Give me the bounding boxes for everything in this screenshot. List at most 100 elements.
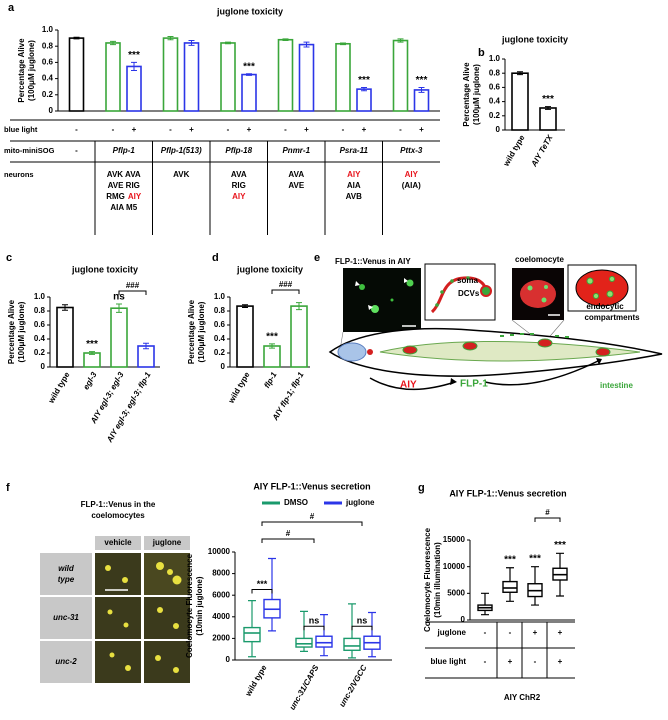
row-label: neurons bbox=[4, 170, 34, 179]
bar bbox=[83, 352, 101, 368]
significance: ns bbox=[113, 292, 125, 303]
table-cell: Pnmr-1 bbox=[282, 146, 310, 155]
y-tick-label: 0 bbox=[41, 362, 46, 371]
chart-title: juglone toxicity bbox=[216, 6, 283, 16]
row-label: juglone bbox=[437, 628, 467, 637]
y-axis-label: (10min illumination) bbox=[433, 542, 442, 618]
significance: *** bbox=[542, 94, 554, 105]
panel-label: c bbox=[6, 252, 12, 264]
panel-f-images: FLP-1::Venus in the coelomocytes vehicle… bbox=[40, 500, 190, 683]
intestine bbox=[379, 340, 641, 362]
y-tick-label: 4000 bbox=[212, 612, 230, 621]
error-bar bbox=[110, 40, 116, 46]
bar bbox=[56, 306, 74, 368]
table-cell: - bbox=[484, 628, 487, 637]
table-cell: + bbox=[304, 125, 309, 134]
table-cell: - bbox=[509, 628, 512, 637]
y-tick-label: 0.8 bbox=[34, 306, 46, 315]
error-bar bbox=[62, 304, 68, 311]
bar bbox=[105, 42, 121, 112]
error-bar bbox=[246, 73, 252, 76]
image-title: FLP-1::Venus in the bbox=[81, 500, 156, 509]
aiy-label: AIY bbox=[400, 380, 417, 391]
bar bbox=[356, 88, 372, 112]
table-cell: AVA bbox=[288, 170, 304, 179]
x-tick-label: flp-1 bbox=[262, 370, 279, 390]
image-title: FLP-1::Venus in AIY bbox=[335, 257, 411, 266]
table-cell: - bbox=[169, 125, 172, 134]
table-cell: AVK bbox=[173, 170, 190, 179]
y-tick-label: 10000 bbox=[208, 547, 231, 556]
table-cell: Pflp-1 bbox=[113, 146, 136, 155]
y-axis-label: Percentage Alive bbox=[7, 299, 16, 364]
x-tick-label: egl-3 bbox=[81, 370, 98, 391]
column-header: juglone bbox=[152, 538, 182, 547]
compartment-label: compartments bbox=[584, 313, 640, 322]
table-cell: Pflp-18 bbox=[225, 146, 252, 155]
y-tick-label: 0 bbox=[496, 125, 501, 134]
box-whisker bbox=[268, 557, 276, 632]
compartment-label: endocytic bbox=[586, 302, 624, 311]
y-tick-label: 10000 bbox=[443, 562, 466, 571]
y-tick-label: 2000 bbox=[212, 634, 230, 643]
table-cell: + bbox=[533, 628, 538, 637]
comparison-label: # bbox=[545, 508, 550, 517]
y-axis-label: (100μM juglone) bbox=[27, 40, 36, 101]
pair-test: ns bbox=[357, 616, 368, 626]
pair-bracket bbox=[251, 589, 273, 594]
table-cell: AIA bbox=[347, 181, 361, 190]
comparison-bracket bbox=[271, 289, 300, 294]
table-cell: + bbox=[558, 657, 563, 666]
panel-label: g bbox=[418, 482, 425, 494]
neuron-name: AVA bbox=[288, 170, 304, 179]
y-tick-label: 0.2 bbox=[42, 90, 54, 99]
table-cell: - bbox=[227, 125, 230, 134]
error-bar bbox=[361, 87, 367, 92]
error-bar bbox=[89, 351, 95, 355]
table-cell: - bbox=[112, 125, 115, 134]
error-bar bbox=[517, 71, 523, 76]
y-tick-label: 0 bbox=[461, 615, 466, 624]
x-tick-label: AIY TeTX bbox=[529, 133, 555, 169]
y-tick-label: 0.2 bbox=[34, 348, 46, 357]
row-header: unc-31 bbox=[53, 613, 79, 622]
box-whisker bbox=[320, 614, 328, 657]
comparison-bracket bbox=[534, 517, 561, 522]
y-axis-label: (100μM juglone) bbox=[17, 301, 26, 362]
significance: *** bbox=[554, 540, 566, 551]
x-tick-label: wild type bbox=[226, 370, 252, 405]
neuron-name: AIY bbox=[128, 192, 142, 201]
y-tick-label: 0.4 bbox=[34, 334, 46, 343]
error-bar bbox=[418, 87, 425, 93]
micrograph bbox=[343, 268, 421, 332]
bar bbox=[539, 107, 557, 131]
significance: *** bbox=[86, 339, 98, 350]
bar bbox=[290, 305, 308, 368]
chart-title: AIY FLP-1::Venus secretion bbox=[253, 481, 370, 491]
legend-label: DMSO bbox=[284, 498, 308, 507]
table-footer: AIY ChR2 bbox=[504, 693, 541, 702]
y-tick-label: 0 bbox=[49, 106, 54, 115]
panel-label: f bbox=[6, 482, 10, 494]
significance: *** bbox=[504, 554, 516, 565]
bar bbox=[183, 42, 200, 112]
table-cell: AIY bbox=[347, 170, 361, 179]
neuron-name: AIA bbox=[347, 181, 361, 190]
dcv-label: DCVs bbox=[458, 289, 480, 298]
table-cell: + bbox=[508, 657, 513, 666]
y-axis-label: Coelomocyte Fluorescence bbox=[185, 553, 194, 658]
box-whisker bbox=[368, 611, 376, 658]
column-header: vehicle bbox=[104, 538, 132, 547]
neuron-name: AVK AVA bbox=[107, 170, 141, 179]
table-cell: AVA bbox=[231, 170, 247, 179]
table-cell: AIY bbox=[405, 170, 419, 179]
panel-label: a bbox=[8, 2, 15, 14]
y-axis-label: (10min juglone) bbox=[195, 576, 204, 635]
error-bar bbox=[73, 36, 80, 40]
flp1-label: FLP-1 bbox=[460, 379, 488, 390]
table-cell: AVE bbox=[288, 181, 305, 190]
significance: *** bbox=[358, 75, 370, 86]
y-tick-label: 1.0 bbox=[42, 25, 54, 34]
bar bbox=[413, 89, 430, 112]
y-axis-label: (100μM juglone) bbox=[472, 64, 481, 125]
